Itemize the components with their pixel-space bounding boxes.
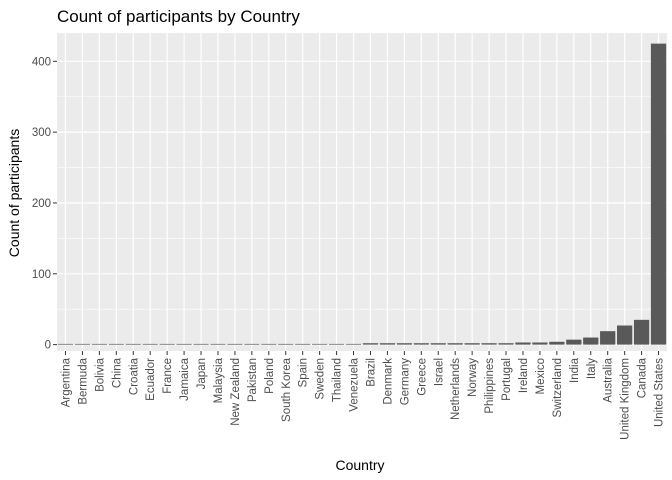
x-tick-label: Croatia xyxy=(128,357,140,395)
y-tick-label: 400 xyxy=(32,56,51,68)
bar xyxy=(633,319,650,345)
bar xyxy=(600,331,616,345)
bar xyxy=(328,343,345,345)
x-tick-label: France xyxy=(162,358,174,394)
x-tick-label: India xyxy=(569,357,581,383)
bar xyxy=(261,343,277,345)
x-tick-label: Spain xyxy=(298,358,310,387)
bar xyxy=(295,343,311,345)
y-tick-label: 200 xyxy=(32,198,51,210)
bar xyxy=(396,343,412,345)
bar xyxy=(481,343,497,345)
y-axis-title: Count of participants xyxy=(6,129,22,257)
y-tick-label: 300 xyxy=(32,127,51,139)
bar xyxy=(57,343,74,345)
bar xyxy=(583,337,599,345)
x-tick-label: Netherlands xyxy=(450,358,462,420)
plot-panel xyxy=(57,33,667,351)
x-tick-label: Mexico xyxy=(535,358,547,394)
x-tick-label: Ecuador xyxy=(145,358,157,401)
bar xyxy=(413,343,429,345)
bar xyxy=(379,343,396,345)
bar xyxy=(125,343,141,345)
x-tick-label: Thailand xyxy=(332,358,344,402)
grid-lines xyxy=(57,33,667,351)
x-tick-label: Bolivia xyxy=(94,357,106,391)
x-tick-label: Norway xyxy=(467,358,479,397)
bar xyxy=(430,343,446,345)
x-tick-label: Venezuela xyxy=(349,357,361,411)
x-tick-label: Poland xyxy=(264,358,276,394)
bar xyxy=(278,343,294,345)
bar xyxy=(244,343,260,345)
bar xyxy=(210,343,226,345)
x-tick-label: Denmark xyxy=(382,358,394,405)
bar xyxy=(159,343,175,345)
bar xyxy=(447,343,463,345)
bar xyxy=(193,343,209,345)
bar xyxy=(176,343,192,345)
x-tick-label: Australia xyxy=(603,357,615,402)
x-tick-label: Argentina xyxy=(60,357,72,407)
x-tick-label: China xyxy=(111,357,123,388)
bar xyxy=(515,342,531,345)
x-tick-label: Switzerland xyxy=(552,358,564,417)
x-tick-label: New Zealand xyxy=(230,358,242,426)
x-tick-label: Philippines xyxy=(484,358,496,414)
x-tick-label: Japan xyxy=(196,358,208,389)
bar xyxy=(312,343,328,345)
y-tick-label: 100 xyxy=(32,269,51,281)
x-tick-label: South Korea xyxy=(281,357,293,422)
x-tick-label: Germany xyxy=(399,358,411,406)
x-axis-title: Country xyxy=(335,457,384,473)
bar xyxy=(227,343,243,345)
bars xyxy=(57,43,667,345)
bar xyxy=(617,325,633,345)
x-tick-label: Bermuda xyxy=(77,357,89,404)
bar xyxy=(549,341,565,345)
y-axis: 0 100 200 300 400 xyxy=(32,56,57,352)
x-tick-label: Sweden xyxy=(315,358,327,400)
x-axis: Argentina Bermuda Bolivia China Croatia Ecuad… xyxy=(60,351,666,440)
y-tick-label: 0 xyxy=(45,340,51,352)
bar xyxy=(464,343,480,345)
x-tick-label: Pakistan xyxy=(247,358,259,402)
x-tick-label: Jamaica xyxy=(179,357,191,400)
bar xyxy=(566,339,582,345)
x-tick-label: Brazil xyxy=(365,358,377,387)
x-tick-label: Ireland xyxy=(518,358,530,393)
bar xyxy=(74,343,91,345)
x-tick-label: Italy xyxy=(586,358,598,379)
x-tick-label: Greece xyxy=(416,358,428,396)
bar xyxy=(362,343,379,345)
bar xyxy=(91,343,107,345)
bar xyxy=(650,43,667,345)
x-tick-label: Portugal xyxy=(501,358,513,401)
x-tick-label: Israel xyxy=(433,358,445,386)
x-tick-label: United States xyxy=(654,358,666,427)
chart-title: Count of participants by Country xyxy=(57,7,300,26)
bar xyxy=(108,343,124,345)
bar xyxy=(345,343,362,345)
x-tick-label: Malaysia xyxy=(213,357,225,403)
x-tick-label: United Kingdom xyxy=(620,358,632,440)
bar xyxy=(532,342,548,345)
bar xyxy=(498,343,514,345)
x-tick-label: Canada xyxy=(637,357,649,398)
bar xyxy=(142,343,158,345)
